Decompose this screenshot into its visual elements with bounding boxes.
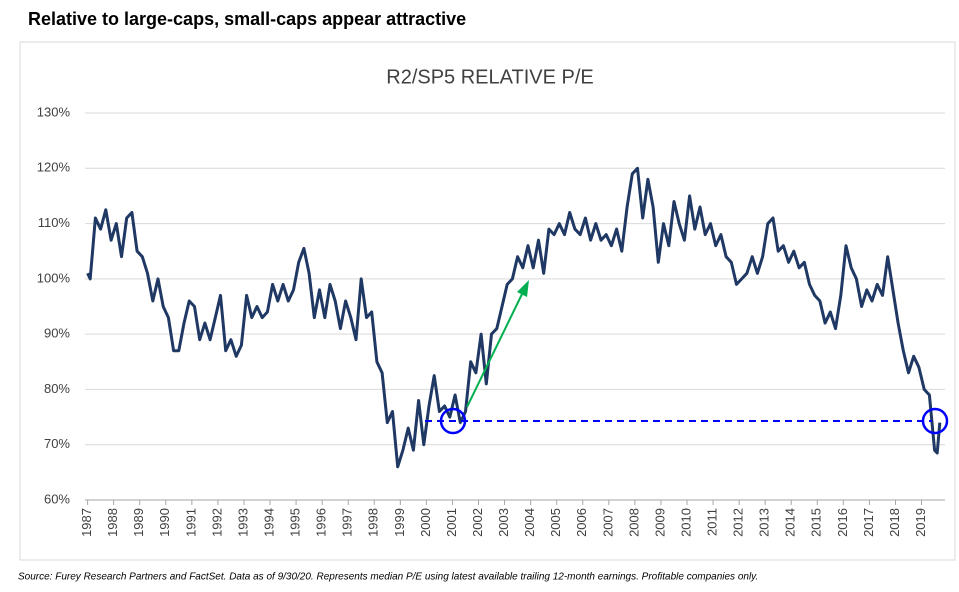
circle xyxy=(921,407,949,435)
x-tick-label: 1997 xyxy=(340,508,355,537)
x-tick-label: 1993 xyxy=(235,508,250,537)
x-tick-label: 1998 xyxy=(366,508,381,537)
x-tick-label: 2008 xyxy=(626,508,641,537)
x-tick-label: 2004 xyxy=(522,508,537,537)
x-tick-label: 2006 xyxy=(574,508,589,537)
x-tick-label: 2016 xyxy=(835,508,850,537)
x-tick-label: 2003 xyxy=(496,508,511,537)
plot xyxy=(86,166,942,469)
x-tick-label: 1989 xyxy=(131,508,146,537)
y-tick-label: 130% xyxy=(37,104,71,119)
y-tick-label: 100% xyxy=(37,270,71,285)
y-tick-label: 120% xyxy=(37,160,71,175)
x-tick-label: 1996 xyxy=(314,508,329,537)
x-tick-label: 2009 xyxy=(652,508,667,537)
x-tick-label: 2017 xyxy=(861,508,876,537)
circle xyxy=(439,407,467,435)
chart-title: R2/SP5 RELATIVE P/E xyxy=(386,66,594,88)
line xyxy=(86,166,942,469)
annotations xyxy=(425,280,949,435)
x-tick-label: 1999 xyxy=(392,508,407,537)
x-tick-label: 1995 xyxy=(288,508,303,537)
y-tick-label: 110% xyxy=(38,215,71,230)
source-note: Source: Furey Research Partners and Fact… xyxy=(18,572,758,583)
x-tick-label: 1991 xyxy=(183,508,198,537)
y-tick-label: 80% xyxy=(44,381,70,396)
x-tick-label: 2011 xyxy=(704,508,719,536)
x-tick-label: 2005 xyxy=(548,508,563,537)
x-tick-label: 1987 xyxy=(79,508,94,537)
x-tick-label: 2012 xyxy=(731,508,746,537)
y-tick-label: 60% xyxy=(44,491,70,506)
arrow-head xyxy=(517,280,529,297)
x-tick-label: 2019 xyxy=(913,508,928,537)
x-tick-label: 2018 xyxy=(887,508,902,537)
x-tick-label: 2002 xyxy=(470,508,485,537)
x-tick-label: 2013 xyxy=(757,508,772,537)
y-tick-label: 90% xyxy=(44,326,70,341)
x-tick-label: 2007 xyxy=(600,508,615,537)
arrow xyxy=(466,289,525,408)
x-tick-label: 2001 xyxy=(444,508,459,537)
x-tick-label: 1992 xyxy=(209,508,224,537)
x-tick-label: 1988 xyxy=(105,508,120,537)
x-tick-label: 2014 xyxy=(783,508,798,537)
x-tick-label: 2010 xyxy=(678,508,693,537)
chart-frame xyxy=(19,41,956,561)
x-tick-label: 1994 xyxy=(261,508,276,537)
x-tick-label: 1990 xyxy=(157,508,172,537)
grid: 60% 70% 80% 90% 100% 110% 120% 130% 1987 1988 1989… xyxy=(37,104,945,537)
page-title: Relative to large-caps, small-caps appea… xyxy=(28,9,466,29)
y-tick-label: 70% xyxy=(44,436,70,451)
x-tick-label: 2015 xyxy=(809,508,824,537)
x-tick-label: 2000 xyxy=(418,508,433,537)
